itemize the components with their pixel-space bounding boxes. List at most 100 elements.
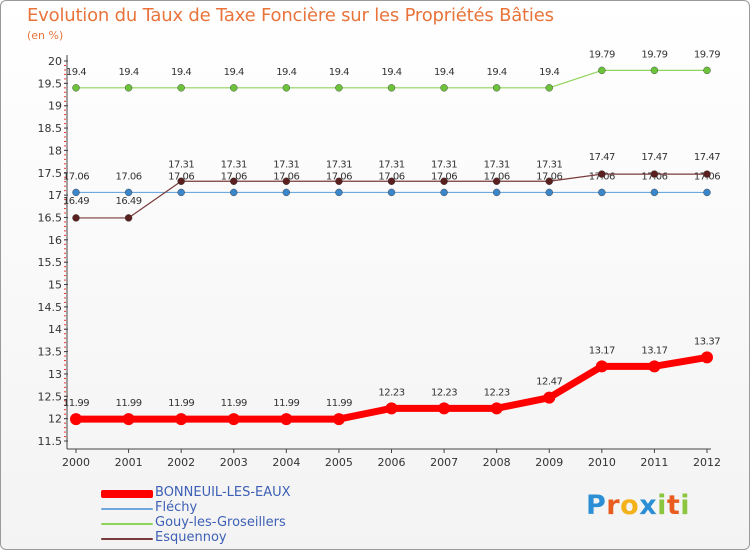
data-label: 19.4 — [434, 67, 454, 78]
data-point — [335, 188, 343, 197]
x-tick-label: 2005 — [325, 456, 353, 469]
y-tick-label: 14 — [48, 323, 62, 336]
y-tick-label: 12.5 — [38, 390, 63, 403]
data-point — [440, 188, 448, 197]
data-label: 13.17 — [641, 345, 667, 356]
data-label: 17.47 — [641, 152, 667, 163]
proxiti-logo: Proxiti — [586, 490, 690, 521]
data-point — [280, 413, 293, 426]
data-label: 11.99 — [63, 398, 89, 409]
x-tick-label: 2006 — [378, 456, 406, 469]
y-tick-label: 19.5 — [38, 77, 63, 90]
data-point — [703, 66, 711, 75]
y-tick-label: 13.5 — [38, 346, 63, 359]
y-tick-label: 17.5 — [38, 167, 63, 180]
data-label: 17.31 — [536, 159, 562, 170]
data-label: 17.31 — [326, 159, 352, 170]
data-label: 17.06 — [378, 171, 404, 182]
legend-swatch — [101, 490, 153, 498]
data-point — [650, 188, 659, 197]
data-label: 17.31 — [221, 159, 247, 170]
x-tick-label: 2002 — [167, 456, 195, 469]
data-point — [490, 402, 503, 415]
data-label: 17.47 — [589, 152, 615, 163]
data-point — [177, 188, 185, 197]
y-tick-label: 14.5 — [38, 301, 63, 314]
data-label: 19.4 — [171, 67, 191, 78]
data-label: 19.4 — [276, 67, 296, 78]
data-point — [230, 188, 238, 197]
data-label: 16.49 — [116, 196, 142, 207]
data-point — [177, 84, 185, 92]
logo-letter: t — [666, 490, 681, 521]
data-point — [543, 391, 556, 404]
data-point — [545, 177, 553, 185]
x-tick-label: 2000 — [62, 456, 90, 469]
data-point — [227, 413, 240, 426]
data-label: 17.06 — [273, 171, 299, 182]
logo-letter: o — [620, 490, 640, 521]
data-label: 17.47 — [694, 152, 720, 163]
data-point — [598, 188, 606, 197]
data-label: 19.79 — [694, 49, 720, 60]
data-label: 19.4 — [381, 67, 401, 78]
data-point — [703, 170, 711, 178]
data-point — [492, 84, 501, 92]
data-point — [332, 413, 345, 426]
y-tick-label: 15 — [48, 279, 62, 292]
data-point — [282, 188, 291, 197]
data-point — [598, 66, 606, 75]
logo-letter: i — [657, 490, 667, 521]
data-label: 19.4 — [118, 67, 138, 78]
data-label: 12.23 — [484, 387, 510, 398]
data-point — [72, 188, 80, 197]
data-label: 12.47 — [536, 377, 562, 388]
data-label: 17.31 — [273, 159, 299, 170]
data-label: 11.99 — [273, 398, 299, 409]
legend-label: Esquennoy — [155, 530, 227, 545]
data-label: 17.06 — [221, 171, 247, 182]
y-tick-label: 16 — [48, 234, 62, 247]
data-label: 11.99 — [168, 398, 194, 409]
y-tick-label: 11.5 — [38, 435, 63, 448]
data-point — [72, 214, 80, 222]
data-label: 17.06 — [536, 171, 562, 182]
data-point — [650, 66, 659, 75]
x-tick-label: 2001 — [115, 456, 143, 469]
data-label: 17.06 — [168, 171, 194, 182]
data-label: 11.99 — [221, 398, 247, 409]
data-label: 17.31 — [484, 159, 510, 170]
data-point — [387, 84, 396, 92]
data-point — [387, 177, 396, 185]
data-point — [72, 84, 80, 92]
legend-label: BONNEUIL-LES-EAUX — [155, 485, 291, 500]
data-label: 17.06 — [326, 171, 352, 182]
data-label: 17.06 — [116, 171, 142, 182]
y-tick-label: 15.5 — [38, 256, 63, 269]
y-tick-label: 16.5 — [38, 211, 63, 224]
data-point — [492, 177, 501, 185]
legend-label: Gouy-les-Groseillers — [155, 515, 286, 530]
x-tick-label: 2009 — [535, 456, 563, 469]
data-label: 19.79 — [589, 49, 615, 60]
x-tick-label: 2008 — [483, 456, 511, 469]
data-point — [440, 177, 448, 185]
legend-swatch — [101, 508, 153, 510]
data-point — [335, 84, 343, 92]
data-label: 19.79 — [641, 49, 667, 60]
data-point — [387, 188, 396, 197]
y-tick-label: 18.5 — [38, 122, 63, 135]
data-point — [122, 413, 135, 426]
data-point — [230, 177, 238, 185]
y-tick-label: 12 — [48, 413, 62, 426]
y-unit-label: (en %) — [27, 29, 64, 42]
x-tick-label: 2010 — [588, 456, 616, 469]
data-label: 17.31 — [378, 159, 404, 170]
x-tick-label: 2012 — [693, 456, 721, 469]
data-point — [282, 177, 291, 185]
logo-letter: P — [586, 490, 607, 521]
data-point — [438, 402, 451, 415]
data-label: 19.4 — [224, 67, 244, 78]
data-point — [175, 413, 188, 426]
